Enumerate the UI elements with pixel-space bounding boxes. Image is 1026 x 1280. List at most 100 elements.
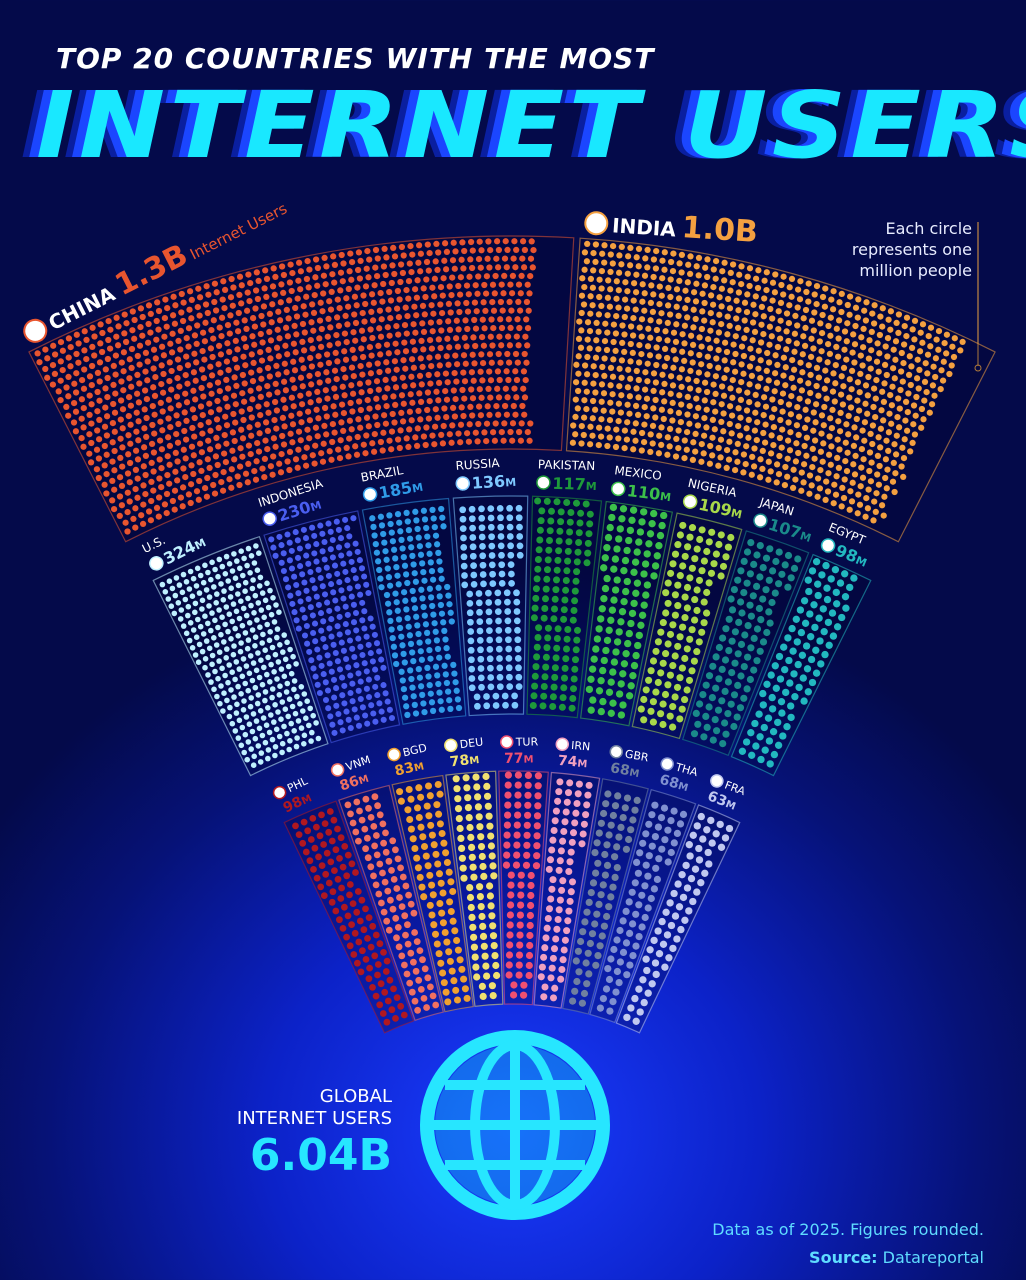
dot — [711, 426, 718, 433]
dot — [725, 615, 733, 623]
dot — [644, 904, 652, 912]
dot — [359, 599, 366, 606]
dot — [221, 304, 228, 312]
dot — [878, 407, 885, 414]
dot — [358, 565, 366, 572]
dot — [534, 802, 542, 810]
dot — [592, 354, 600, 361]
dot — [720, 428, 727, 435]
dot — [492, 272, 499, 280]
dot — [631, 806, 639, 814]
dot — [244, 756, 250, 763]
dot — [206, 400, 213, 407]
dot — [367, 387, 374, 395]
dot — [724, 313, 731, 320]
dot — [410, 382, 417, 389]
dot — [465, 814, 473, 822]
dot — [127, 421, 134, 428]
dot — [150, 365, 157, 372]
dot — [842, 604, 850, 612]
dot — [297, 598, 304, 605]
dot — [188, 443, 196, 450]
dot — [88, 420, 95, 427]
dot — [402, 365, 409, 372]
dot — [775, 580, 783, 588]
dot — [182, 390, 189, 397]
dot — [750, 463, 758, 470]
dot — [582, 811, 590, 819]
dot — [601, 242, 608, 249]
dot — [384, 324, 391, 331]
dot — [672, 453, 680, 460]
dot — [701, 397, 708, 404]
dot — [566, 518, 574, 526]
dot — [669, 703, 677, 711]
dot — [418, 656, 426, 663]
dot — [234, 346, 241, 353]
dot — [743, 443, 750, 450]
dot — [291, 322, 298, 330]
dot — [557, 847, 565, 855]
dot — [94, 369, 102, 377]
dot — [481, 952, 489, 960]
dot — [571, 987, 579, 995]
dot — [867, 478, 875, 485]
dot — [328, 456, 335, 463]
dot — [377, 289, 384, 297]
wedge-india — [565, 237, 996, 543]
wedge-mexico — [580, 500, 674, 727]
dot — [798, 651, 807, 659]
dot — [442, 636, 449, 643]
dot — [158, 343, 166, 350]
dot — [357, 678, 364, 685]
dot — [332, 411, 339, 418]
dot — [468, 505, 476, 513]
dot — [675, 903, 684, 911]
dot — [766, 341, 773, 348]
dot — [182, 371, 189, 379]
dot — [113, 333, 120, 340]
dot — [534, 772, 543, 780]
dot — [469, 923, 477, 931]
dot — [659, 275, 666, 282]
dot — [536, 526, 544, 534]
dot — [834, 353, 842, 360]
dot — [593, 839, 601, 847]
dot — [244, 289, 251, 296]
dot — [266, 637, 273, 644]
dot — [681, 454, 688, 462]
dot — [627, 826, 635, 834]
dot — [281, 423, 288, 430]
dot — [639, 281, 646, 288]
dot — [354, 888, 362, 895]
dot — [631, 879, 639, 887]
dot — [298, 401, 306, 408]
dot — [672, 338, 680, 346]
dot — [136, 342, 144, 349]
dot — [397, 278, 404, 286]
dot — [600, 922, 609, 930]
dot — [629, 920, 637, 928]
dot — [410, 909, 418, 917]
dot — [370, 523, 377, 531]
dot — [374, 961, 382, 968]
dot — [675, 427, 682, 434]
dot — [486, 627, 493, 634]
dot — [382, 271, 389, 279]
dot — [595, 829, 603, 837]
dot — [198, 449, 206, 456]
dot — [425, 542, 432, 549]
dot — [815, 392, 822, 399]
dot — [182, 473, 189, 481]
dot — [510, 402, 517, 410]
dot — [782, 463, 789, 471]
dot — [825, 470, 832, 477]
dot — [762, 586, 770, 594]
dot — [557, 518, 565, 526]
dot — [200, 393, 207, 400]
dot — [326, 342, 333, 349]
dot — [272, 443, 279, 450]
dot — [723, 464, 730, 472]
dot — [804, 416, 811, 423]
dot — [169, 312, 177, 319]
